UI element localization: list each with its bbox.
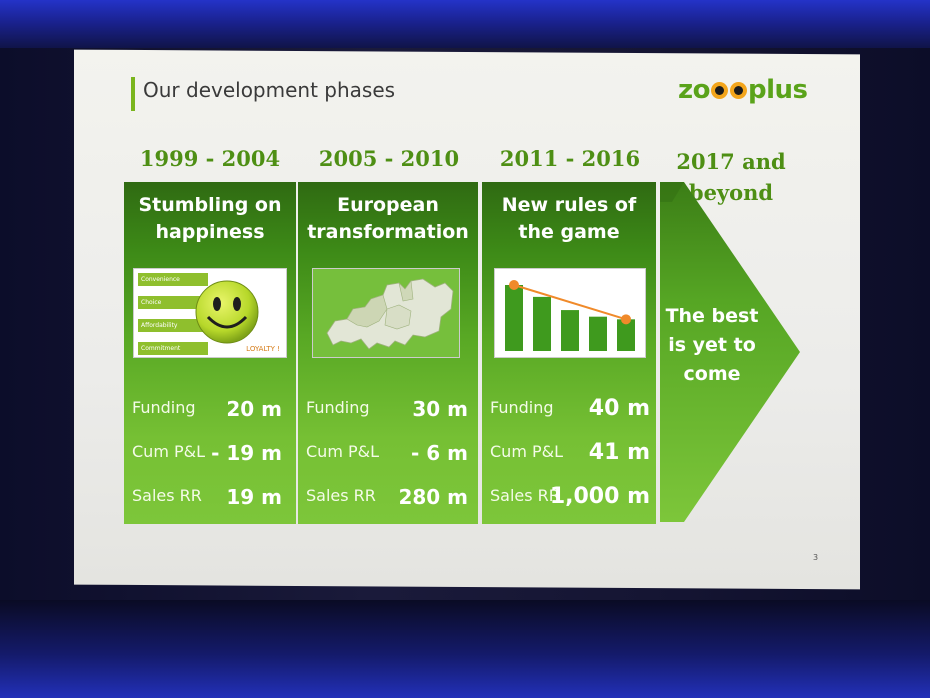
trend-point xyxy=(621,314,631,325)
phase-2-heading: European transformation xyxy=(307,194,469,243)
title-accent-bar xyxy=(131,77,135,111)
metric-value: 19 m xyxy=(226,485,282,509)
phase-3-years: 2011 - 2016 xyxy=(499,146,641,171)
page-number: 3 xyxy=(813,553,819,562)
logo-text-right: plus xyxy=(748,75,808,105)
chart-bar xyxy=(617,319,635,351)
phase-1-panel: Stumbling on happiness Convenience Choic… xyxy=(124,182,296,524)
phase-3-image xyxy=(494,268,646,358)
stage-lighting-bottom xyxy=(0,600,930,698)
logo-text-left: zo xyxy=(678,75,711,105)
metric-label: Cum P&L xyxy=(306,442,380,461)
list-item: Convenience xyxy=(138,273,208,286)
metric-label: Sales RR xyxy=(490,486,560,505)
zooplus-logo: zo plus xyxy=(678,75,808,105)
metric-label: Funding xyxy=(132,398,196,417)
chart-bar xyxy=(589,316,607,351)
list-item: Choice xyxy=(138,296,208,309)
logo-eye-icon xyxy=(730,82,747,99)
future-years: 2017 and beyond xyxy=(676,149,786,205)
phase-3-panel: New rules of the game Funding 40 m Cum P… xyxy=(482,182,656,524)
metric-label: Cum P&L xyxy=(132,442,206,461)
smiley-list: Convenience Choice Affordability Commitm… xyxy=(138,273,208,365)
phase-3-heading: New rules of the game xyxy=(501,194,637,243)
trend-point xyxy=(509,280,519,290)
phase-2-panel: European transformation Funding 30 m Cum… xyxy=(298,182,478,524)
slide-title: Our development phases xyxy=(143,78,396,102)
chart-bar xyxy=(505,285,523,351)
metric-value: 41 m xyxy=(588,440,650,465)
metric-value: - 19 m xyxy=(211,441,282,465)
list-item: Affordability xyxy=(138,319,208,332)
metric-label: Sales RR xyxy=(306,486,376,505)
metric-value: 30 m xyxy=(412,397,468,421)
logo-eye-icon xyxy=(711,82,728,99)
list-item: Commitment xyxy=(138,342,208,355)
declining-chart-icon xyxy=(505,280,635,351)
chart-bar xyxy=(533,296,551,351)
future-arrow xyxy=(660,182,800,522)
trend-line xyxy=(513,284,627,321)
loyalty-tag: LOYALTY ! xyxy=(246,345,280,353)
phase-1-heading: Stumbling on happiness xyxy=(138,194,282,243)
metric-label: Funding xyxy=(306,398,370,417)
metric-value: 40 m xyxy=(588,396,650,421)
metric-label: Funding xyxy=(490,398,554,417)
europe-map-icon xyxy=(313,269,459,357)
phase-1-years: 1999 - 2004 xyxy=(139,146,281,171)
future-text: The best is yet to come xyxy=(665,305,759,385)
smiley-icon xyxy=(195,280,259,344)
stage-lighting-top xyxy=(0,0,930,48)
metric-value: 280 m xyxy=(398,485,468,509)
metric-value: 1,000 m xyxy=(549,484,650,509)
metric-label: Sales RR xyxy=(132,486,202,505)
chart-bar xyxy=(561,310,579,351)
phase-2-image xyxy=(312,268,460,358)
metric-label: Cum P&L xyxy=(490,442,564,461)
metric-value: - 6 m xyxy=(411,441,468,465)
phase-1-image: Convenience Choice Affordability Commitm… xyxy=(133,268,287,358)
metric-value: 20 m xyxy=(226,397,282,421)
phase-2-years: 2005 - 2010 xyxy=(318,146,460,171)
